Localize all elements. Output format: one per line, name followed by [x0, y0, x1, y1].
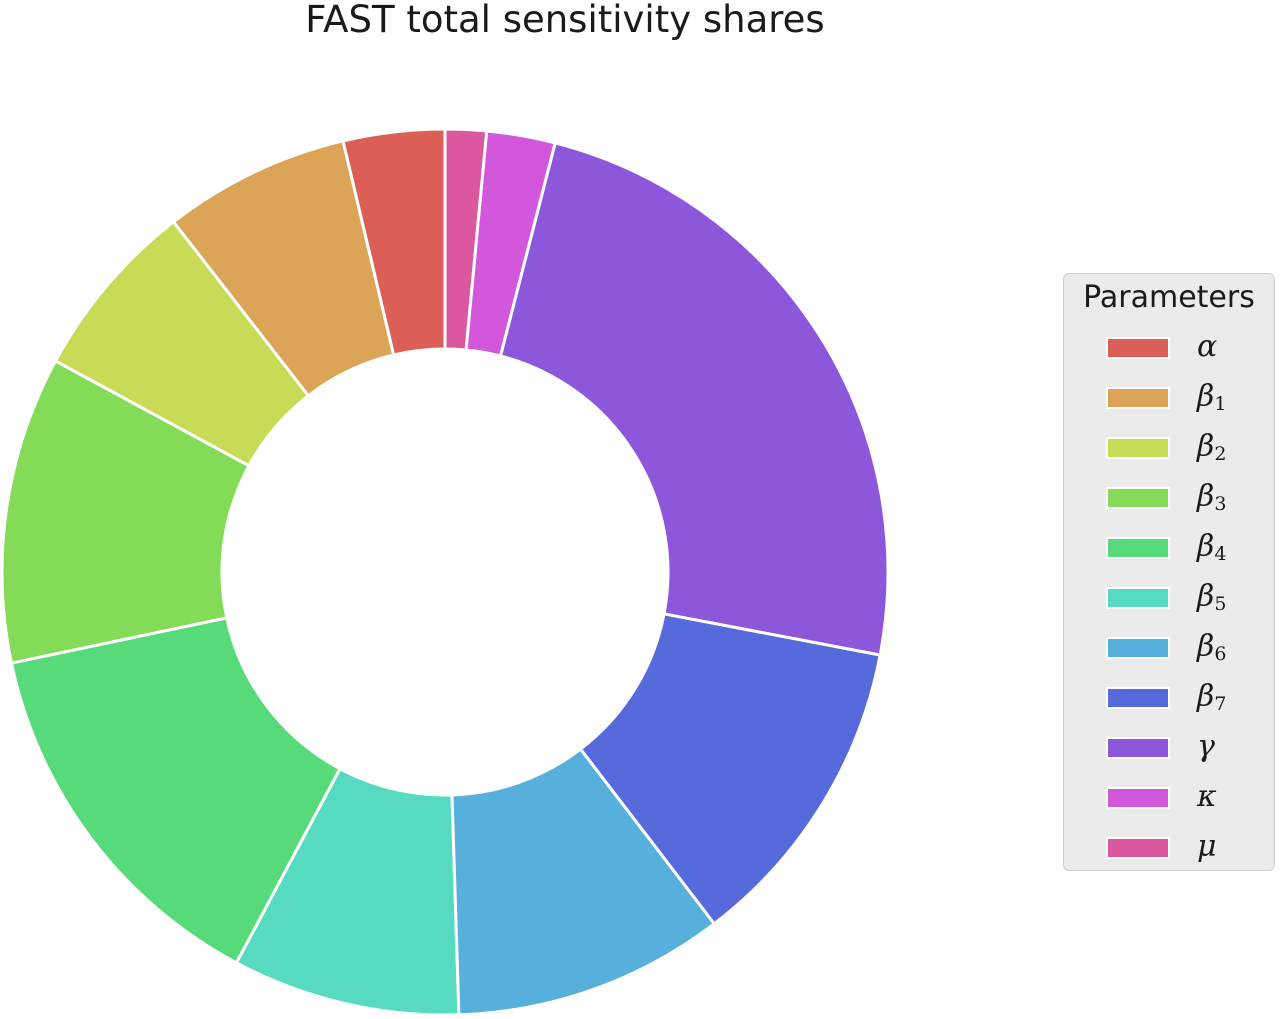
slice-7	[579, 612, 882, 926]
donut-chart	[0, 127, 890, 1017]
legend-swatch	[1106, 487, 1170, 509]
legend-swatch	[1106, 537, 1170, 559]
legend-swatch	[1106, 687, 1170, 709]
legend-label: β1	[1197, 379, 1227, 415]
legend-swatch	[1106, 387, 1170, 409]
slice-10	[443, 127, 489, 352]
legend-label: β3	[1197, 479, 1227, 515]
legend-label: β5	[1197, 579, 1227, 615]
legend-entry-9: κ	[1064, 777, 1274, 817]
legend-entry-4: β4	[1064, 527, 1274, 567]
legend-label: β2	[1197, 429, 1227, 465]
legend-label: β6	[1197, 629, 1227, 665]
slice-4	[9, 616, 342, 965]
legend-swatch	[1106, 587, 1170, 609]
legend-swatch	[1106, 437, 1170, 459]
legend-entry-10: μ	[1064, 827, 1274, 867]
slice-3	[0, 359, 251, 665]
legend-swatch	[1106, 837, 1170, 859]
legend-entry-8: γ	[1064, 727, 1274, 767]
legend-label: α	[1197, 329, 1218, 364]
slice-8	[498, 141, 890, 657]
legend: Parameters α β1 β2 β3 β4 β5 β6 β7 γ κ μ	[1063, 273, 1275, 871]
legend-label: β7	[1197, 679, 1227, 715]
legend-label: μ	[1197, 829, 1217, 864]
legend-label: β4	[1197, 529, 1227, 565]
legend-label: γ	[1197, 729, 1215, 764]
legend-entry-2: β2	[1064, 427, 1274, 467]
legend-entry-6: β6	[1064, 627, 1274, 667]
legend-entry-1: β1	[1064, 377, 1274, 417]
legend-entry-5: β5	[1064, 577, 1274, 617]
legend-label: κ	[1197, 779, 1217, 814]
legend-swatch	[1106, 737, 1170, 759]
legend-title: Parameters	[1083, 280, 1255, 315]
legend-entry-3: β3	[1064, 477, 1274, 517]
legend-swatch	[1106, 637, 1170, 659]
legend-entry-0: α	[1064, 327, 1274, 367]
legend-entry-7: β7	[1064, 677, 1274, 717]
chart-title: FAST total sensitivity shares	[305, 0, 825, 41]
legend-swatch	[1106, 787, 1170, 809]
legend-swatch	[1106, 337, 1170, 359]
